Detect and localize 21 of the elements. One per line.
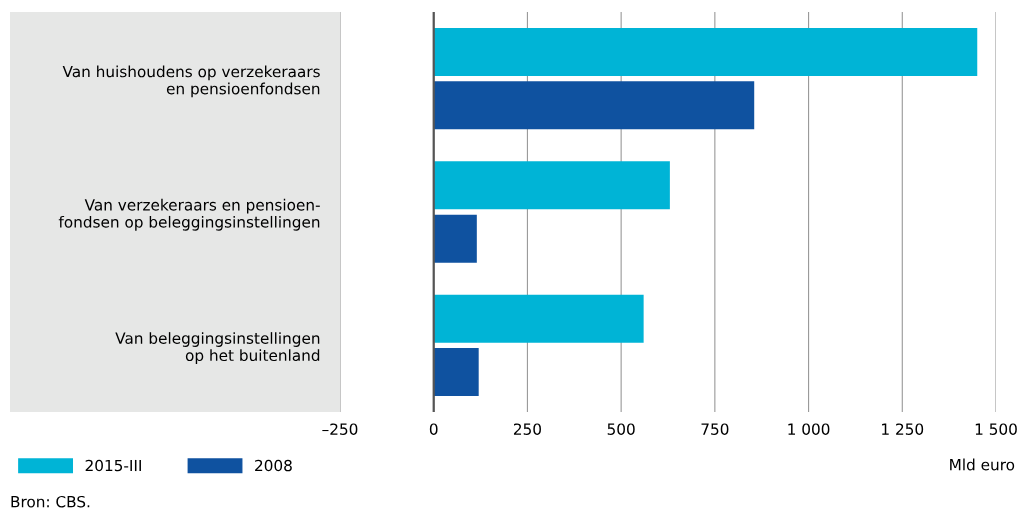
x-tick-label: 1 250 (882, 423, 924, 435)
bar (433, 161, 670, 210)
x-tick-label: 0 (429, 423, 438, 435)
legend-label: 2008 (255, 459, 292, 472)
x-axis-title: Mld euro (950, 458, 1015, 471)
y-tick-label: Van huishoudens op verzekeraars en pensioenfondsen (62, 65, 320, 98)
bar (433, 28, 978, 76)
y-tick-label: Van verzekeraars en pensioen- fondsen op beleggingsinstellingen (58, 198, 320, 231)
x-tick-label: 1 000 (788, 423, 830, 435)
y-tick-label: Van beleggingsinstellingen op het buitenland (115, 332, 320, 365)
x-tick-label: –250 (322, 423, 358, 435)
bar (433, 294, 644, 343)
bar (433, 214, 477, 263)
x-tick-label: 1 500 (975, 423, 1017, 435)
x-tick-label: 750 (701, 423, 729, 435)
text: Bron: CBS. (11, 495, 90, 508)
bar (433, 348, 479, 396)
legend-label: 2015-III (85, 459, 141, 472)
x-tick-label: 500 (607, 423, 635, 435)
x-tick-label: 250 (513, 423, 541, 435)
bar (433, 81, 755, 130)
